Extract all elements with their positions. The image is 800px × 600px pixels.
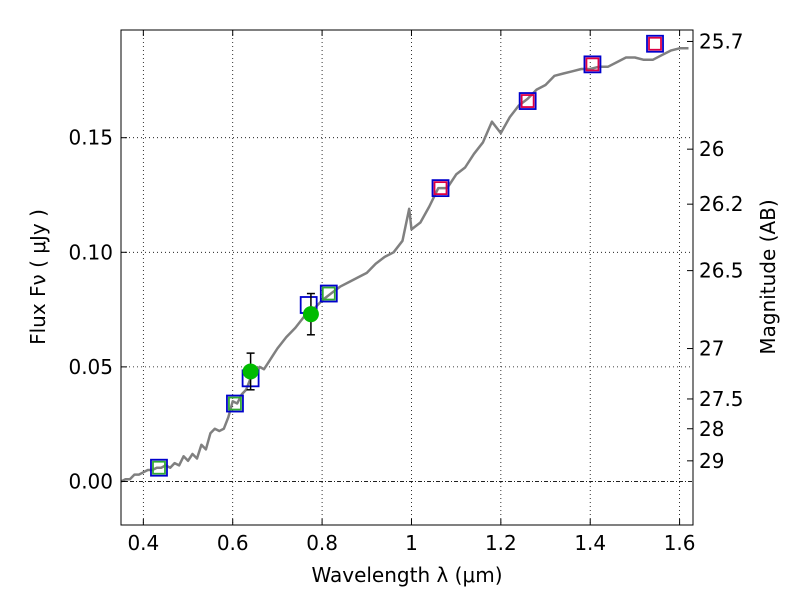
red-box-marker (520, 94, 535, 108)
x-axis-label: Wavelength λ (μm) (311, 563, 502, 587)
y2-axis-ticks: 25.7 26 26.2 26.5 27 27.5 28 29 (687, 29, 744, 473)
plot-background (121, 30, 693, 525)
blue-box-marker (583, 55, 602, 74)
x-tick-label: 0.8 (306, 531, 338, 555)
blue-box-marker (226, 394, 244, 413)
y-axis-ticks: 0.00 0.05 0.10 0.15 (68, 126, 127, 493)
red-box-marker (648, 36, 662, 51)
y-tick-label: 0.15 (68, 126, 113, 150)
green-box-marker (152, 460, 166, 475)
y2-tick-label: 28 (699, 417, 724, 441)
series-layer (120, 34, 689, 483)
y2-tick-label: 26 (699, 137, 724, 161)
plot-frame (120, 29, 694, 526)
y2-tick-label: 26.2 (699, 192, 744, 216)
detection-point (302, 306, 319, 323)
x-axis-ticks: 0.4 0.6 0.8 1 1.2 1.4 1.6 (127, 30, 696, 555)
y-tick-label: 0.00 (68, 469, 113, 493)
red-box-marker (433, 181, 448, 196)
y2-tick-label: 25.7 (699, 29, 744, 53)
x-tick-label: 1.4 (574, 531, 606, 555)
x-tick-label: 1.2 (485, 531, 517, 555)
red-box-marker (585, 57, 600, 72)
x-tick-label: 0.6 (217, 531, 249, 555)
y2-tick-label: 27 (699, 337, 724, 361)
blue-box-marker (646, 34, 664, 53)
green-box-marker (228, 396, 242, 411)
blue-box-marker (431, 179, 450, 198)
x-tick-label: 1.6 (664, 531, 696, 555)
y2-tick-label: 26.5 (699, 259, 744, 283)
x-tick-label: 1 (405, 531, 418, 555)
y-axis-label: Flux Fν ( μJy ) (26, 209, 50, 345)
blue-box-marker (150, 458, 168, 477)
detection-point (242, 363, 259, 380)
y-tick-label: 0.10 (68, 240, 113, 264)
model-spectrum-line (120, 47, 689, 483)
y2-axis-label: Magnitude (AB) (756, 199, 780, 354)
y2-tick-label: 29 (699, 449, 724, 473)
y-tick-label: 0.05 (68, 355, 113, 379)
blue-box-marker (319, 284, 338, 303)
blue-box-marker (518, 92, 537, 110)
grid (121, 30, 693, 525)
green-box-marker (321, 286, 336, 301)
y2-tick-label: 27.5 (699, 387, 744, 411)
x-tick-label: 0.4 (127, 531, 159, 555)
